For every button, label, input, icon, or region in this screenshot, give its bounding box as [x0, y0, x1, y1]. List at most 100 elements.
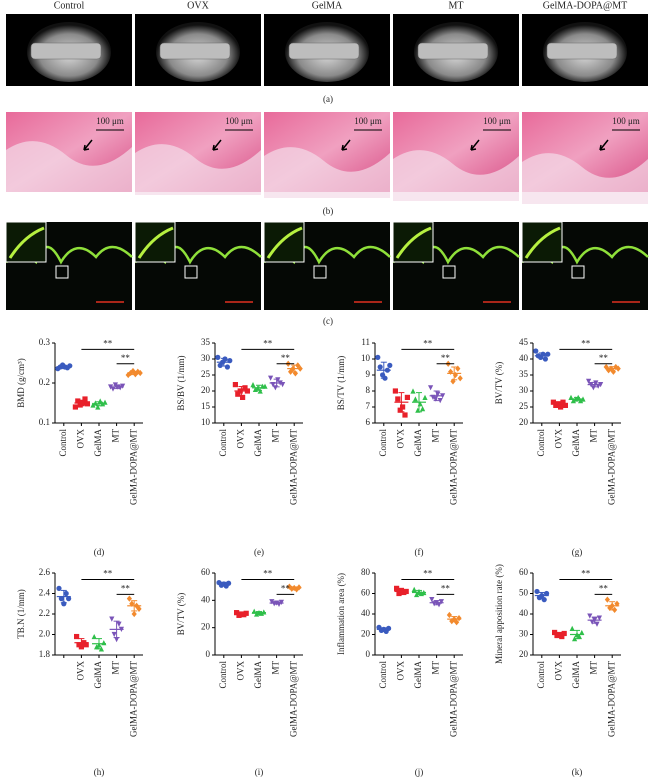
- significance-label: **: [599, 353, 609, 363]
- y-tick-label: 20: [361, 629, 371, 639]
- y-tick-label: 35: [201, 337, 211, 347]
- x-tick-label: OVX: [395, 661, 405, 681]
- panel-label: (f): [415, 547, 424, 557]
- data-point: [82, 396, 88, 402]
- x-tick-label: OVX: [553, 661, 563, 681]
- x-tick-label: MT: [111, 660, 121, 674]
- panel-label: (i): [255, 767, 264, 777]
- x-tick-label: GelMA-DOPA@MT: [128, 429, 138, 505]
- histology-texture: [393, 150, 519, 201]
- x-tick-label: Control: [536, 661, 546, 689]
- data-point: [412, 396, 418, 402]
- x-tick-label: MT: [589, 660, 599, 674]
- data-point: [272, 385, 278, 391]
- data-point: [570, 398, 576, 404]
- x-tick-label: OVX: [395, 429, 405, 449]
- implant-screw: [417, 42, 489, 60]
- y-axis-label: BV/TV (%): [494, 362, 504, 405]
- y-tick-label: 2.4: [39, 588, 51, 598]
- y-axis-label: BMD (g/cm³): [16, 358, 26, 407]
- x-tick-label: MT: [271, 428, 281, 442]
- data-point: [429, 597, 435, 603]
- data-point: [450, 378, 456, 385]
- histology-texture: [264, 147, 390, 198]
- significance-label: **: [581, 569, 591, 579]
- inset-signal: [266, 226, 303, 259]
- x-tick-label: GelMA-DOPA@MT: [288, 429, 298, 505]
- x-tick-label: GelMA: [413, 661, 423, 689]
- data-point: [275, 377, 281, 383]
- data-point: [295, 362, 301, 369]
- scale-bar-label: 100 μm: [354, 116, 382, 126]
- y-tick-label: 2.0: [39, 629, 51, 639]
- significance-label: **: [121, 353, 131, 363]
- data-point: [226, 580, 232, 586]
- y-axis-label: BV/TV (%): [176, 593, 186, 636]
- significance-label: **: [423, 338, 433, 348]
- y-tick-label: 0: [366, 649, 371, 659]
- data-point: [116, 621, 122, 627]
- x-tick-label: OVX: [235, 429, 245, 449]
- histology-texture: [522, 153, 648, 204]
- y-tick-label: 20: [201, 622, 211, 632]
- y-tick-label: 2.6: [39, 567, 51, 577]
- data-point: [377, 364, 383, 370]
- y-tick-label: 60: [519, 567, 529, 577]
- data-point: [587, 613, 593, 619]
- data-point: [131, 610, 137, 618]
- arrow: [599, 139, 609, 151]
- data-point: [542, 356, 548, 362]
- data-point: [561, 630, 567, 637]
- x-tick-label: GelMA: [253, 429, 263, 457]
- data-point: [72, 404, 78, 410]
- data-point: [589, 619, 595, 625]
- significance-label: **: [263, 569, 273, 579]
- x-tick-label: GelMA: [93, 661, 103, 689]
- data-point: [452, 371, 458, 379]
- inset-signal: [395, 226, 432, 259]
- x-tick-label: MT: [589, 428, 599, 442]
- y-tick-label: 40: [361, 608, 371, 618]
- data-point: [593, 380, 599, 386]
- data-point: [596, 615, 602, 621]
- significance-label: **: [103, 569, 113, 579]
- arrow: [212, 139, 222, 151]
- scale-bar-label: 100 μm: [96, 116, 124, 126]
- y-tick-label: 10: [201, 417, 211, 427]
- y-tick-label: 30: [201, 353, 211, 363]
- x-tick-label: Control: [378, 661, 388, 689]
- data-point: [455, 365, 461, 372]
- data-point: [558, 404, 564, 410]
- scale-bar-label: 100 μm: [483, 116, 511, 126]
- inset-signal: [137, 226, 174, 259]
- data-point: [126, 595, 132, 602]
- x-tick-label: OVX: [75, 429, 85, 449]
- inset: [521, 221, 563, 263]
- data-point: [288, 368, 294, 375]
- x-tick-label: MT: [111, 428, 121, 442]
- x-tick-label: GelMA-DOPA@MT: [128, 661, 138, 737]
- data-point: [428, 385, 434, 391]
- data-point: [594, 621, 600, 627]
- data-point: [120, 383, 126, 389]
- data-point: [261, 609, 267, 615]
- panel-label: (e): [254, 547, 264, 557]
- data-point: [604, 596, 610, 603]
- data-point: [402, 412, 408, 418]
- data-point: [438, 599, 444, 605]
- arrow: [341, 139, 351, 151]
- y-tick-label: 0.1: [39, 417, 50, 427]
- x-tick-label: GelMA-DOPA@MT: [288, 661, 298, 737]
- x-tick-label: GelMA: [571, 661, 581, 689]
- data-point: [375, 354, 381, 360]
- inset-signal: [8, 226, 45, 259]
- data-point: [63, 590, 69, 597]
- scale-bar-label: 100 μm: [612, 116, 640, 126]
- data-point: [243, 610, 249, 616]
- data-point: [541, 597, 547, 603]
- data-point: [136, 605, 142, 612]
- x-tick-label: OVX: [75, 661, 85, 681]
- x-tick-label: Control: [218, 661, 228, 689]
- x-tick-label: MT: [431, 428, 441, 442]
